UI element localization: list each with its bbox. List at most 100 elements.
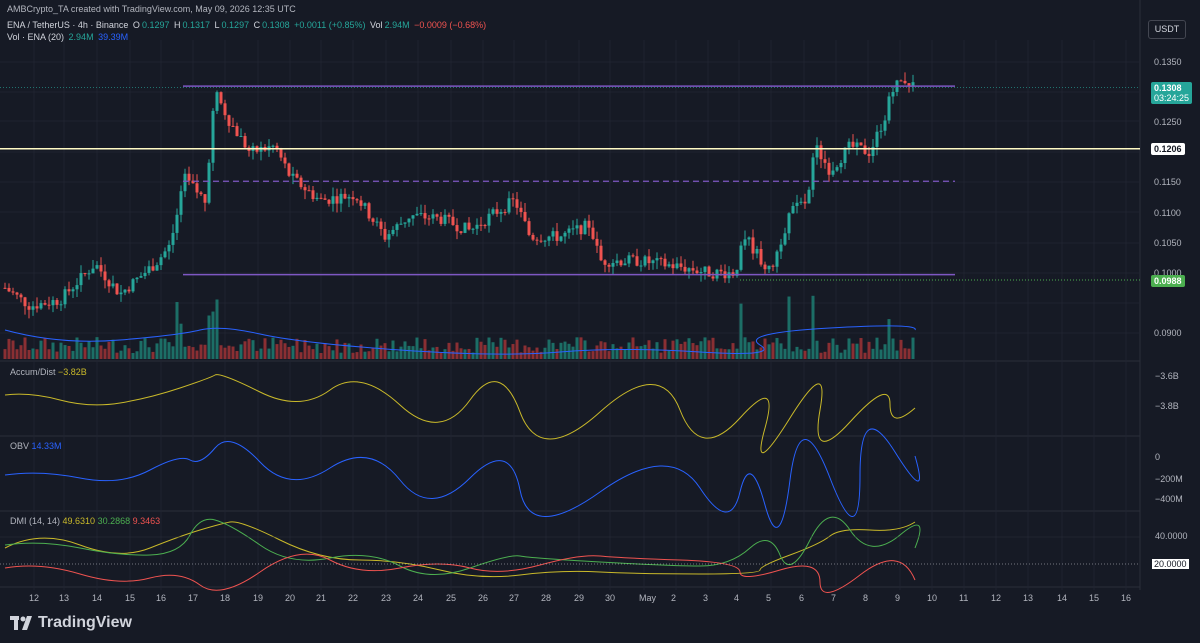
time-tick: 19 — [253, 593, 264, 603]
candle-body — [323, 198, 327, 200]
candle-body — [659, 258, 663, 260]
candle-body — [79, 273, 83, 286]
candle-body — [11, 291, 15, 293]
volume-bar — [83, 347, 87, 359]
low-price-tag: 0.0988 — [1151, 275, 1185, 287]
accum-dist-legend[interactable]: Accum/Dist −3.82B — [10, 367, 87, 377]
volume-bar — [611, 344, 615, 359]
volume-bar — [731, 343, 735, 359]
volume-bar — [239, 344, 243, 359]
candle-body — [379, 221, 383, 229]
candle-body — [283, 157, 287, 164]
volume-bar — [23, 337, 27, 359]
volume-bar — [303, 339, 307, 359]
volume-bar — [167, 342, 171, 359]
volume-bar — [663, 339, 667, 359]
volume-bar — [555, 349, 559, 359]
volume-bar — [891, 338, 895, 359]
currency-button[interactable]: USDT — [1148, 20, 1186, 39]
candle-body — [111, 283, 115, 287]
time-tick: 10 — [927, 593, 938, 603]
candle-body — [119, 292, 123, 295]
time-tick: 8 — [863, 593, 869, 603]
volume-bar — [127, 348, 131, 359]
candle-body — [99, 265, 103, 272]
candle-body — [307, 190, 311, 192]
candle-body — [239, 136, 243, 138]
volume-bar — [59, 342, 63, 359]
candle-body — [15, 292, 19, 295]
candle-body — [671, 264, 675, 269]
candle-body — [687, 268, 691, 272]
obv-tick: 0 — [1155, 452, 1161, 462]
candle-body — [151, 266, 155, 271]
time-tick: 5 — [766, 593, 772, 603]
time-tick: 9 — [895, 593, 901, 603]
volume-bar — [323, 343, 327, 359]
volume-bar — [739, 303, 743, 359]
volume-bar — [15, 349, 19, 359]
volume-bar — [347, 343, 351, 359]
candle-body — [667, 264, 671, 267]
price-tick: 0.1350 — [1154, 57, 1182, 67]
volume-bar — [475, 337, 479, 359]
obv-legend[interactable]: OBV 14.33M — [10, 441, 62, 451]
candle-body — [755, 248, 759, 254]
volume-bar — [411, 346, 415, 359]
volume-bar — [823, 351, 827, 359]
volume-bar — [51, 342, 55, 359]
candle-body — [319, 197, 323, 199]
volume-indicator-label[interactable]: Vol · ENA (20) — [7, 32, 65, 42]
volume-bar — [863, 352, 867, 359]
time-tick: 6 — [799, 593, 805, 603]
time-tick: 13 — [59, 593, 70, 603]
volume-bar — [179, 323, 183, 359]
volume-bar — [791, 351, 795, 359]
candle-body — [419, 213, 423, 215]
volume-bar — [379, 345, 383, 359]
candle-body — [847, 141, 851, 148]
dmi-legend[interactable]: DMI (14, 14) 49.6310 30.2868 9.3463 — [10, 516, 160, 526]
volume-bar — [75, 337, 79, 359]
volume-bar — [519, 352, 523, 359]
symbol-name[interactable]: ENA / TetherUS · 4h · Binance — [7, 20, 129, 30]
candle-body — [839, 163, 843, 168]
current-price-tag: 0.1308 03:24:25 — [1151, 82, 1193, 104]
candle-body — [423, 213, 427, 219]
candle-body — [635, 256, 639, 266]
volume-bar — [767, 344, 771, 359]
high-value: 0.1317 — [182, 20, 211, 30]
candle-body — [691, 268, 695, 271]
volume-bar — [31, 348, 35, 359]
candle-body — [403, 222, 407, 224]
candle-body — [531, 234, 535, 240]
candle-body — [159, 257, 163, 266]
volume-bar — [143, 338, 147, 359]
volume-bar — [139, 340, 143, 359]
candle-body — [651, 260, 655, 264]
candle-body — [499, 211, 503, 214]
volume-bar — [523, 345, 527, 359]
time-tick: 16 — [156, 593, 167, 603]
credit-line: AMBCrypto_TA created with TradingView.co… — [7, 4, 298, 15]
volume-bar — [251, 340, 255, 359]
candle-body — [347, 197, 351, 199]
volume-bar — [655, 342, 659, 359]
candle-body — [563, 232, 567, 237]
candle-body — [135, 277, 139, 280]
time-tick: 13 — [1023, 593, 1034, 603]
volume-bar — [227, 345, 231, 359]
candle-body — [903, 80, 907, 84]
volume-bar — [339, 352, 343, 359]
volume-bar — [527, 347, 531, 359]
time-tick: 24 — [413, 593, 424, 603]
candle-body — [603, 260, 607, 265]
volume-bar — [907, 348, 911, 359]
volume-bar — [583, 340, 587, 359]
credit-text: AMBCrypto_TA created with TradingView.co… — [7, 4, 296, 14]
candle-body — [211, 110, 215, 163]
candle-body — [227, 115, 231, 126]
volume-bar — [607, 351, 611, 359]
volume-bar — [443, 349, 447, 359]
